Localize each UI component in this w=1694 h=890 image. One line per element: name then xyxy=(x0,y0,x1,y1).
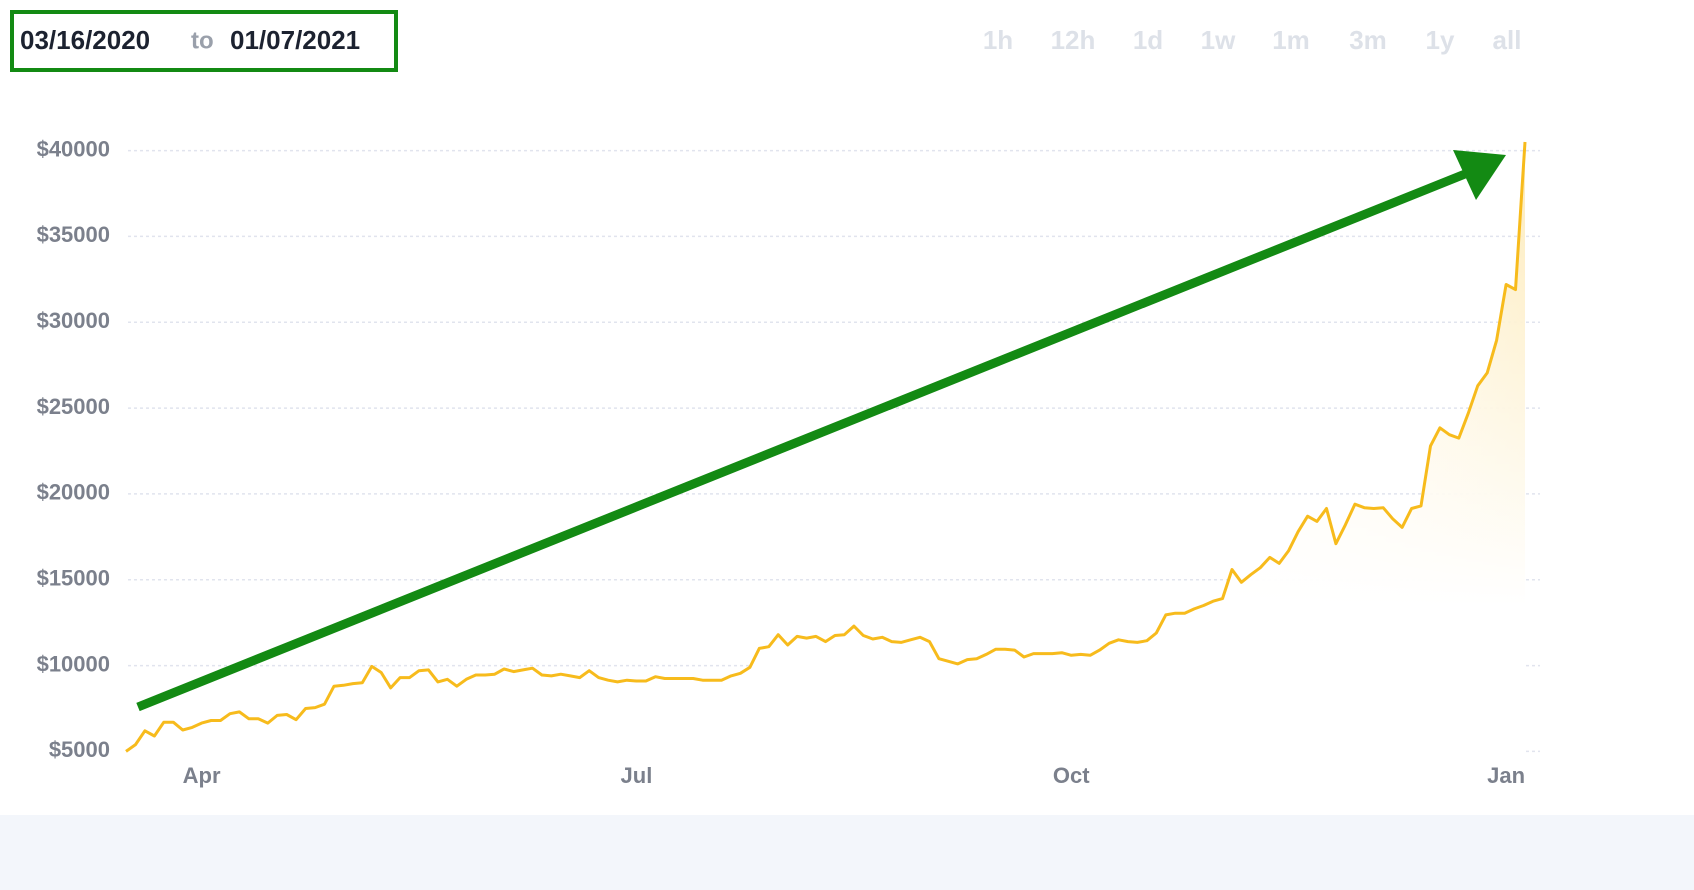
y-tick-label: $25000 xyxy=(37,394,110,419)
range-button[interactable]: 1h xyxy=(983,25,1013,55)
y-tick-label: $35000 xyxy=(37,222,110,247)
area-fade xyxy=(126,142,1525,760)
date-separator: to xyxy=(191,27,214,54)
x-tick-label: Apr xyxy=(183,763,221,788)
plot xyxy=(125,141,1527,760)
range-buttons: 1h 12h 1d 1w 1m 3m 1y all xyxy=(983,25,1522,55)
range-button[interactable]: 1d xyxy=(1133,25,1163,55)
y-tick-label: $5000 xyxy=(49,737,110,762)
x-tick-label: Jul xyxy=(621,763,653,788)
trend-arrow xyxy=(136,150,1506,712)
date-highlight-box xyxy=(10,10,398,72)
range-button[interactable]: all xyxy=(1493,25,1522,55)
range-button[interactable]: 12h xyxy=(1051,25,1096,55)
start-date: 03/16/2020 xyxy=(20,25,150,55)
footer-strip xyxy=(0,815,1694,890)
price-line xyxy=(125,141,1527,753)
range-button[interactable]: 1m xyxy=(1272,25,1310,55)
end-date: 01/07/2021 xyxy=(230,25,360,55)
x-tick-label: Jan xyxy=(1487,763,1525,788)
range-button[interactable]: 3m xyxy=(1349,25,1387,55)
x-tick-label: Oct xyxy=(1053,763,1090,788)
range-button[interactable]: 1w xyxy=(1201,25,1236,55)
y-tick-label: $30000 xyxy=(37,308,110,333)
y-tick-label: $15000 xyxy=(37,566,110,591)
range-button[interactable]: 1y xyxy=(1426,25,1455,55)
y-tick-label: $10000 xyxy=(37,651,110,676)
grid: $5000 $10000 $15000 $20000 $25000 $30000 $3500… xyxy=(37,136,1540,788)
y-tick-label: $40000 xyxy=(37,136,110,161)
y-tick-label: $20000 xyxy=(37,480,110,505)
